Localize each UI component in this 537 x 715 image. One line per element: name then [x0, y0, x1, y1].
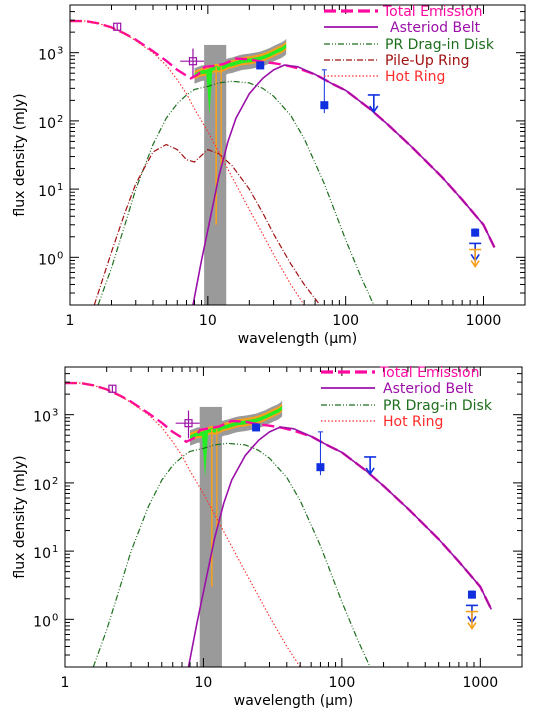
y-axis-label: flux density (mJy) [12, 455, 28, 578]
blue-point-marker [471, 228, 480, 237]
x-tick-label: 100 [332, 313, 359, 329]
y-tick-exponent: 0 [57, 250, 63, 261]
blue-point-marker [467, 590, 476, 599]
series-line-hot-ring [65, 382, 301, 667]
y-tick-label: 10 [33, 614, 51, 630]
series-line-total-emission [70, 19, 496, 248]
x-tick-label: 1 [66, 313, 75, 329]
blue-point-marker [316, 463, 325, 472]
plot-area [70, 19, 496, 305]
y-tick-exponent: 1 [57, 182, 63, 193]
series-line-pile-up-ring [93, 143, 321, 305]
y-tick-label: 10 [38, 184, 56, 200]
open-point-marker [113, 22, 122, 31]
y-tick-label: 10 [33, 478, 51, 494]
series-line-asteriod-belt [192, 64, 496, 305]
blue-point-marker [320, 101, 329, 110]
y-tick-exponent: 2 [57, 114, 63, 125]
spectrum-green-spike [201, 429, 209, 478]
x-tick-label: 1000 [466, 313, 502, 329]
series-line-asteriod-belt [187, 426, 493, 667]
blue-upper-limit-head [365, 467, 375, 476]
legend-label-total-emission: Total Emission [382, 4, 482, 20]
series-line-pr-drag-in-disk [92, 442, 371, 667]
y-tick-exponent: 2 [52, 476, 58, 487]
blue-point-marker [256, 61, 265, 70]
x-tick-label: 100 [329, 675, 356, 691]
open-point-marker [108, 384, 117, 393]
spectrum-green-band [194, 43, 287, 78]
y-tick-exponent: 3 [57, 46, 63, 57]
plot-frame [69, 4, 526, 306]
y-tick-label: 10 [38, 116, 56, 132]
x-tick-label: 10 [195, 675, 213, 691]
legend-label-asteriod-belt: Asteriod Belt [383, 381, 474, 397]
legend-label-pr-drag-in-disk: PR Drag-in Disk [385, 37, 495, 53]
spectrum-green-band [190, 405, 283, 440]
y-tick-exponent: 3 [52, 408, 58, 419]
x-axis-label: wavelength (µm) [238, 331, 357, 347]
x-tick-label: 1000 [463, 675, 499, 691]
x-axis-label: wavelength (µm) [234, 693, 353, 709]
legend-label-hot-ring: Hot Ring [383, 414, 443, 430]
legend-label-hot-ring: Hot Ring [385, 69, 445, 85]
y-tick-exponent: 0 [52, 612, 58, 623]
y-tick-label: 10 [33, 546, 51, 562]
blue-point-marker [252, 423, 261, 432]
x-tick-label: 1 [61, 675, 70, 691]
legend-label-total-emission: Total Emission [379, 365, 479, 381]
y-tick-exponent: 1 [52, 544, 58, 555]
y-axis-label: flux density (mJy) [12, 93, 28, 216]
y-tick-label: 10 [33, 410, 51, 426]
orange-upper-limit-head [467, 622, 477, 630]
y-tick-label: 10 [38, 252, 56, 268]
spectrum-green-spike [206, 67, 213, 116]
plot-area [65, 381, 493, 667]
y-tick-label: 10 [38, 48, 56, 64]
orange-upper-limit-head [470, 260, 480, 268]
x-tick-label: 10 [199, 313, 217, 329]
legend-label-asteriod-belt: Asteriod Belt [390, 20, 481, 36]
legend-label-pr-drag-in-disk: PR Drag-in Disk [383, 398, 493, 414]
open-point-marker [184, 419, 193, 428]
series-line-hot-ring [70, 20, 305, 305]
legend-label-pile-up-ring: Pile-Up Ring [385, 53, 470, 69]
open-point-marker [188, 57, 198, 66]
plot-frame [64, 366, 523, 668]
series-line-pr-drag-in-disk [97, 80, 375, 305]
blue-upper-limit-head [369, 105, 379, 114]
